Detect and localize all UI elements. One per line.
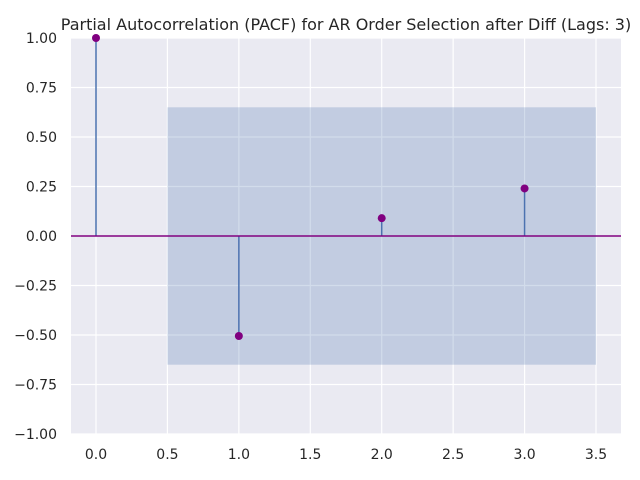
x-tick-label: 3.0 [513, 447, 535, 463]
y-tick-label: −1.00 [14, 427, 57, 443]
x-tick-label: 1.5 [299, 447, 321, 463]
marker-series [92, 34, 529, 340]
y-tick-label: −0.50 [14, 328, 57, 344]
x-tick-label: 2.5 [442, 447, 464, 463]
y-axis-ticks: −1.00 −0.75 −0.50 −0.25 0.00 0.25 0.50 0.75 1.00 [14, 31, 57, 443]
pacf-marker [92, 34, 100, 42]
y-tick-label: 0.00 [26, 229, 57, 245]
x-tick-label: 0.0 [85, 447, 107, 463]
y-tick-label: 0.75 [26, 81, 57, 97]
y-tick-label: 0.25 [26, 180, 57, 196]
y-tick-label: −0.75 [14, 378, 57, 394]
x-tick-label: 1.0 [228, 447, 250, 463]
grid-lines [71, 37, 621, 435]
x-tick-label: 2.0 [371, 447, 393, 463]
chart-title: Partial Autocorrelation (PACF) for AR Or… [61, 15, 631, 34]
y-tick-label: −0.25 [14, 279, 57, 295]
pacf-marker [234, 331, 243, 340]
y-tick-label: 1.00 [26, 31, 57, 47]
x-tick-label: 0.5 [156, 447, 178, 463]
x-axis-ticks: 0.0 0.5 1.0 1.5 2.0 2.5 3.0 3.5 [85, 447, 607, 463]
pacf-marker [377, 214, 386, 223]
x-tick-label: 3.5 [585, 447, 607, 463]
pacf-marker [520, 184, 529, 193]
stem-series [95, 38, 526, 336]
y-tick-label: 0.50 [26, 130, 57, 146]
